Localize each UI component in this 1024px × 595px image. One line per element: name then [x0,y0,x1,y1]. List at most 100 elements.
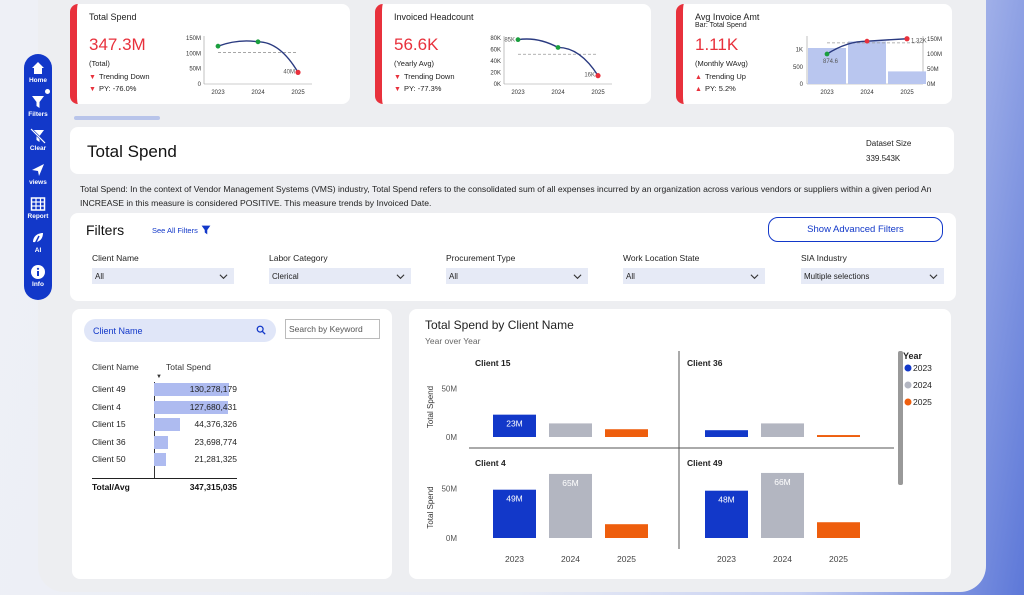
kpi-card-avg-invoice-amt[interactable]: Avg Invoice Amt Bar: Total Spend 1.11K (… [676,4,952,104]
client-name-slicer[interactable]: Client Name [84,319,276,342]
nav-clear[interactable]: Clear [24,128,52,162]
y2-tick-label: 100M [927,52,942,58]
table-row[interactable]: Client 36 23,698,774 [92,435,237,450]
mid-point [255,39,261,45]
chart-title: Total Spend by Client Name [425,318,574,332]
nav-info[interactable]: Info [24,264,52,298]
y-tick-label: 40K [490,59,501,65]
nav-ai-label: AI [34,247,42,254]
dropdown-value: Clerical [272,271,299,281]
panel-title-client-15: Client 15 [475,358,511,368]
procurement-type-dropdown[interactable]: All [446,268,588,284]
trend-line [517,38,599,77]
total-label: Total/Avg [92,482,130,492]
sia-industry-dropdown[interactable]: Multiple selections [801,268,944,284]
y2-tick-label: 150M [927,37,942,43]
y-tick-label: 1K [796,48,803,54]
work-location-state-dropdown[interactable]: All [623,268,765,284]
bar-2024 [761,423,804,437]
trend-up-icon: ▲ [695,86,702,93]
nav-ai[interactable]: AI [24,230,52,264]
first-point [515,37,521,43]
kpi-value: 1.11K [695,35,739,54]
nav-home[interactable]: Home [24,60,52,94]
bar-2025 [817,522,860,538]
y-tick-label: 20K [490,71,501,77]
y-axis-label: Total Spend [426,386,435,428]
kpi-card-invoiced-headcount[interactable]: Invoiced Headcount 56.6K (Yearly Avg) ▼ T… [375,4,651,104]
cell-total-spend: 130,278,179 [189,384,237,394]
x-tick-label: 2024 [251,90,265,96]
x-tick-label: 2023 [511,90,525,96]
first-point-label: 874.6 [823,59,839,65]
nav-info-label: Info [32,281,44,288]
dropdown-value: All [449,271,458,281]
see-all-filters-link[interactable]: See All Filters [152,225,211,235]
data-bar [154,453,167,466]
client-table-panel: Client Name Search by Keyword Client Nam… [72,309,392,579]
bar-data-label: 65M [562,478,579,488]
filter-client-name: Client Name All [92,253,234,284]
filter-label: SIA Industry [801,253,847,263]
legend-entry: 2024 [913,380,932,390]
x-tick-label: 2023 [211,90,225,96]
search-icon [256,325,266,335]
dropdown-value: All [626,271,635,281]
nav-report[interactable]: Report [24,196,52,230]
table-row[interactable]: Client 15 44,376,326 [92,418,237,432]
slicer-label: Client Name [93,326,143,336]
dropdown-value: Multiple selections [804,271,870,281]
panel-title-client-4: Client 4 [475,458,506,468]
table-row[interactable]: Client 49 130,278,179 [92,383,237,397]
y-tick-label: 0K [494,82,501,88]
y2-tick-label: 0M [927,82,935,88]
nav-clear-label: Clear [29,145,47,152]
data-bar [154,418,180,431]
filter-sia-industry: SIA Industry Multiple selections [801,253,944,284]
y-tick-label: 50M [441,485,457,494]
table-row[interactable]: Client 50 21,281,325 [92,453,237,467]
column-header-total-spend[interactable]: Total Spend [166,362,211,372]
side-navigation: Home Filters Clear views Report AI Info [24,54,52,300]
kpi-title: Total Spend [89,12,137,22]
client-name-dropdown[interactable]: All [92,268,234,284]
x-tick-label: 2023 [505,554,524,564]
x-tick-label: 2025 [291,90,305,96]
labor-category-dropdown[interactable]: Clerical [269,268,411,284]
y-tick-label: 500 [793,65,804,71]
last-point [595,73,601,79]
nav-views[interactable]: views [24,162,52,196]
bar-2023 [493,489,536,538]
kpi-sparkline: 80K 60K 40K 20K 0K 2023 2024 2025 85K 16K [490,36,612,96]
column-header-client-name[interactable]: Client Name [92,362,139,372]
trend-down-icon: ▼ [89,86,96,93]
chart-subtitle: Year over Year [425,336,481,346]
dataset-size-label: Dataset Size [866,139,912,148]
info-icon [31,265,45,279]
kpi-card-total-spend[interactable]: Total Spend 347.3M (Total) ▼ Trending Dow… [70,4,350,104]
kpi-trend: ▼ Trending Down [89,72,150,81]
first-point [215,43,221,49]
keyword-search-input[interactable]: Search by Keyword [285,319,380,339]
small-multiples-bar-chart: Total Spend 0M 50M Total Spend 0M 50M Client 1… [426,351,932,564]
see-all-filters-label: See All Filters [152,225,198,235]
kpi-trend-text: Trending Up [704,72,746,81]
legend-scrollbar [898,351,903,485]
legend-swatch [904,364,912,372]
kpi-scroll-indicator[interactable] [74,116,160,120]
kpi-trend: ▲ Trending Up [695,72,746,81]
panel-title-client-49: Client 49 [687,458,723,468]
kpi-value: 347.3M [89,35,146,54]
total-spend-bar [888,71,926,84]
nav-filters-label: Filters [28,111,48,118]
trend-down-icon: ▼ [89,74,96,81]
bar-2024 [549,423,592,437]
bar-2023 [705,430,748,437]
filters-panel: Filters See All Filters Show Advanced Fi… [70,213,956,301]
table-row[interactable]: Client 4 127,680,431 [92,400,237,415]
show-advanced-filters-button[interactable]: Show Advanced Filters [768,217,943,242]
x-tick-label: 2025 [900,90,914,96]
x-tick-label: 2024 [860,90,874,96]
nav-filters[interactable]: Filters [24,94,52,128]
bar-2024 [549,473,592,538]
